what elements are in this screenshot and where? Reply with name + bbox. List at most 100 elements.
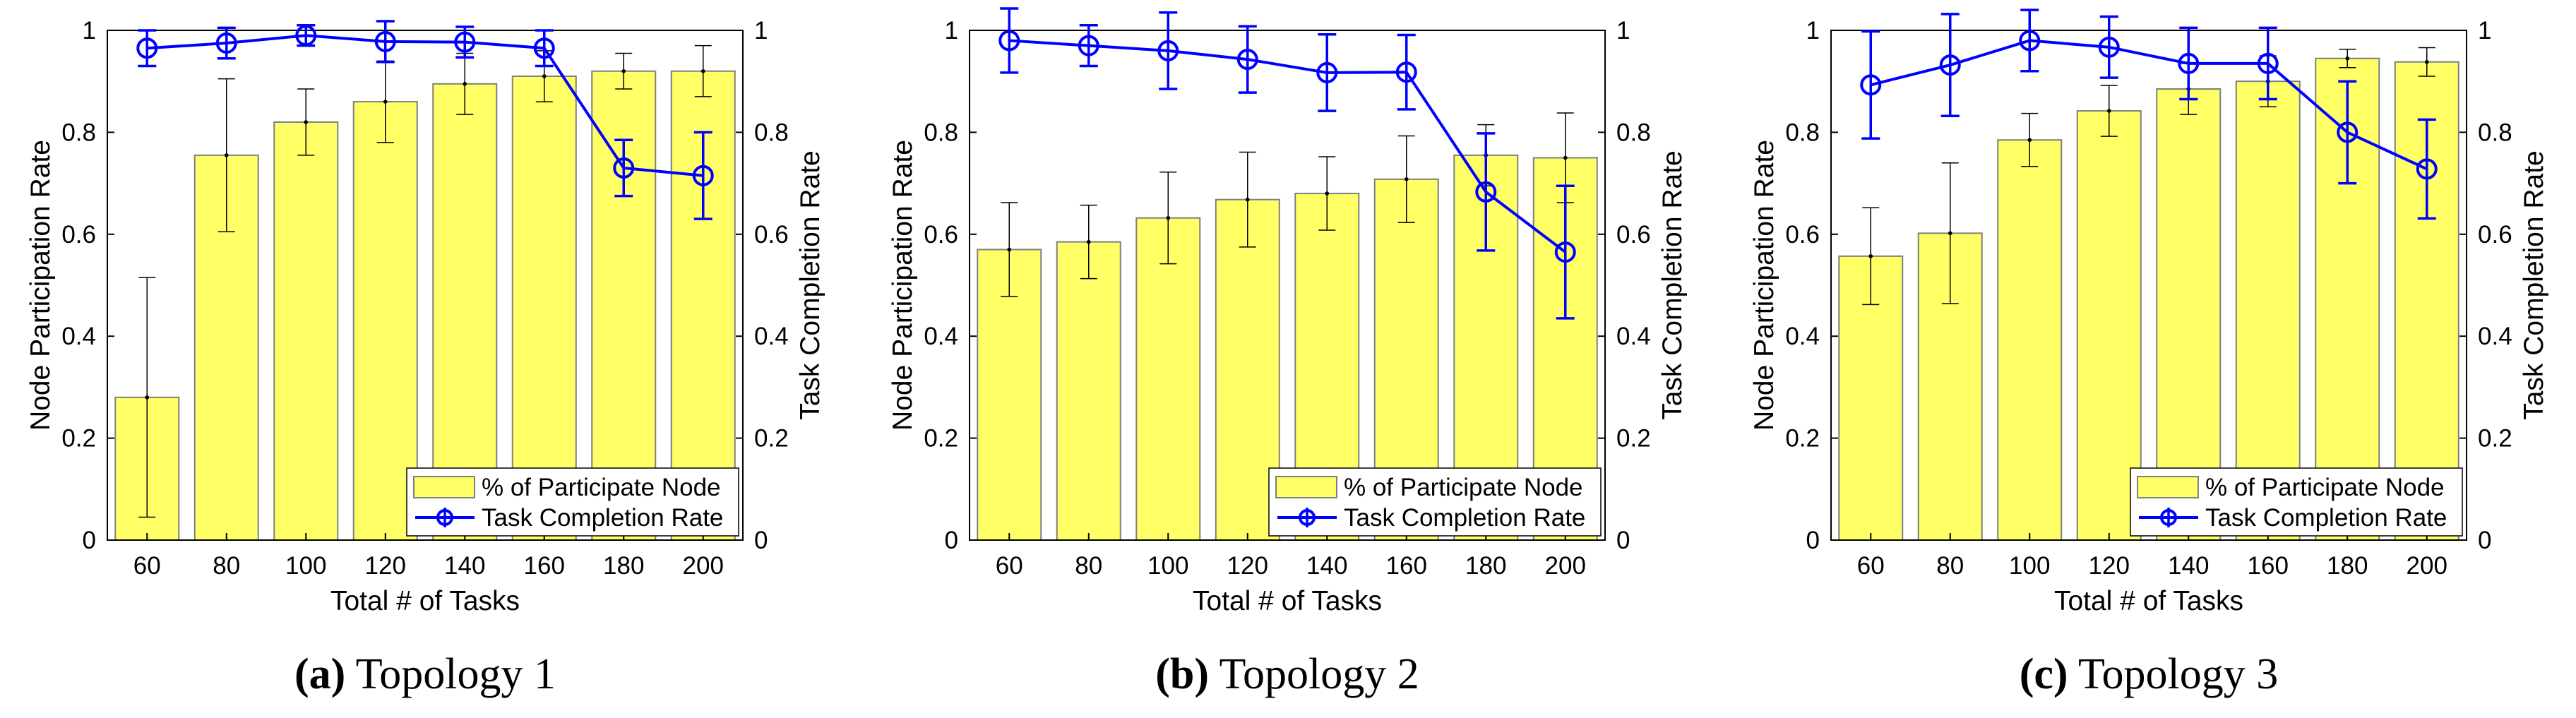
bar-error-marker	[1007, 247, 1012, 252]
x-tick-label: 140	[2168, 552, 2209, 580]
bar-error-bar	[1239, 151, 1256, 248]
y-tick-label: 0.2	[61, 425, 96, 453]
series-marker	[2178, 52, 2200, 74]
legend-line-label: Task Completion Rate	[2205, 504, 2447, 532]
x-tick-label: 120	[365, 552, 406, 580]
caption-title: Topology 2	[1209, 650, 1419, 698]
bar-error-marker	[1563, 155, 1568, 160]
x-tick-label: 120	[2089, 552, 2130, 580]
series-marker	[1395, 61, 1417, 83]
caption-title: Topology 3	[2068, 650, 2279, 698]
y2-tick-label: 0.8	[1616, 119, 1651, 146]
caption-letter: (b)	[1155, 650, 1209, 698]
series-line	[1870, 39, 2428, 171]
bar-error-marker	[542, 74, 547, 78]
series-line	[1009, 39, 1566, 253]
series-marker	[1475, 181, 1497, 203]
series-marker	[1236, 49, 1258, 71]
series-marker	[2019, 30, 2041, 52]
bar	[432, 83, 498, 541]
legend: % of Participate Node Task Completion Rat…	[1268, 467, 1602, 537]
bar-error-marker	[700, 68, 705, 73]
y2-tick-label: 0.6	[2478, 221, 2512, 249]
caption-letter: (a)	[294, 650, 345, 698]
series-marker	[1939, 54, 1961, 76]
series-marker	[613, 157, 635, 179]
bar-error-bar	[1318, 156, 1336, 231]
legend-bar-swatch	[2137, 476, 2199, 498]
bar-error-bar	[297, 88, 315, 156]
series-marker	[1554, 241, 1576, 263]
x-tick-label: 80	[1936, 552, 1964, 580]
series-marker	[2337, 121, 2359, 143]
x-axis-label: Total # of Tasks	[330, 586, 520, 616]
series-marker	[2416, 158, 2438, 180]
x-tick-label: 200	[683, 552, 724, 580]
x-tick-label: 180	[2327, 552, 2368, 580]
legend-bar-label: % of Participate Node	[1344, 474, 1583, 501]
y2-axis-label: Task Completion Rate	[1657, 150, 1688, 420]
series-marker	[2257, 52, 2279, 74]
x-tick-label: 80	[1075, 552, 1102, 580]
y2-tick-label: 0	[1616, 527, 1630, 554]
legend-bar-swatch	[413, 476, 475, 498]
legend: % of Participate Node Task Completion Rat…	[406, 467, 739, 537]
x-tick-label: 80	[213, 552, 240, 580]
bar-error-marker	[621, 68, 626, 73]
series-marker	[295, 25, 317, 47]
y2-tick-label: 0.4	[2478, 323, 2512, 350]
bar-error-marker	[1948, 231, 1952, 236]
series-marker	[136, 37, 158, 59]
bar	[1056, 241, 1121, 541]
caption-letter: (c)	[2020, 650, 2068, 698]
y-tick-label: 0.8	[924, 119, 958, 146]
bar	[1135, 217, 1201, 541]
y2-tick-label: 0.2	[754, 425, 789, 453]
y-axis-label: Node Participation Rate	[1749, 140, 1779, 431]
bar-error-marker	[1245, 197, 1250, 202]
bar-error-marker	[2027, 138, 2032, 143]
series-marker	[374, 30, 396, 52]
bar-error-marker	[383, 100, 388, 104]
y2-tick-label: 0	[754, 527, 768, 554]
y2-axis-label: Task Completion Rate	[2519, 150, 2549, 420]
y-tick-label: 0.8	[61, 119, 96, 146]
y-tick-label: 0.2	[924, 425, 958, 453]
y-tick-label: 0.6	[61, 221, 96, 249]
y-tick-label: 0.2	[1785, 425, 1820, 453]
bar-error-marker	[2106, 109, 2111, 113]
panel-caption: (c) Topology 3	[2020, 650, 2278, 698]
line-error-bar	[138, 29, 157, 68]
y-tick-label: 0.8	[1785, 119, 1820, 146]
x-tick-label: 160	[524, 552, 565, 580]
x-tick-label: 160	[1386, 552, 1427, 580]
y-tick-label: 0.4	[924, 323, 958, 350]
x-tick-label: 180	[603, 552, 644, 580]
series-marker	[1860, 74, 1882, 96]
bar-error-marker	[145, 395, 150, 400]
series-line	[147, 34, 703, 177]
y2-tick-label: 0.2	[2478, 425, 2512, 453]
bar-error-marker	[2424, 59, 2429, 64]
bar	[1997, 139, 2063, 542]
bar-error-marker	[1086, 239, 1091, 244]
bar-error-bar	[1862, 207, 1880, 306]
y2-tick-label: 0.2	[1616, 425, 1651, 453]
legend-line-marker	[436, 509, 453, 526]
x-tick-label: 200	[1545, 552, 1586, 580]
bar-error-marker	[1868, 254, 1873, 258]
x-axis-label: Total # of Tasks	[2054, 586, 2243, 616]
axes-box	[107, 30, 744, 541]
y2-tick-label: 1	[1616, 17, 1630, 44]
legend-line-label: Task Completion Rate	[1344, 504, 1585, 532]
caption-title: Topology 1	[345, 650, 556, 698]
legend-line-marker	[2160, 509, 2177, 526]
bar-error-bar	[694, 44, 712, 97]
y2-tick-label: 0.8	[754, 119, 789, 146]
legend-bar-label: % of Participate Node	[2205, 474, 2445, 501]
bar-error-bar	[2339, 48, 2356, 68]
x-tick-label: 140	[444, 552, 485, 580]
